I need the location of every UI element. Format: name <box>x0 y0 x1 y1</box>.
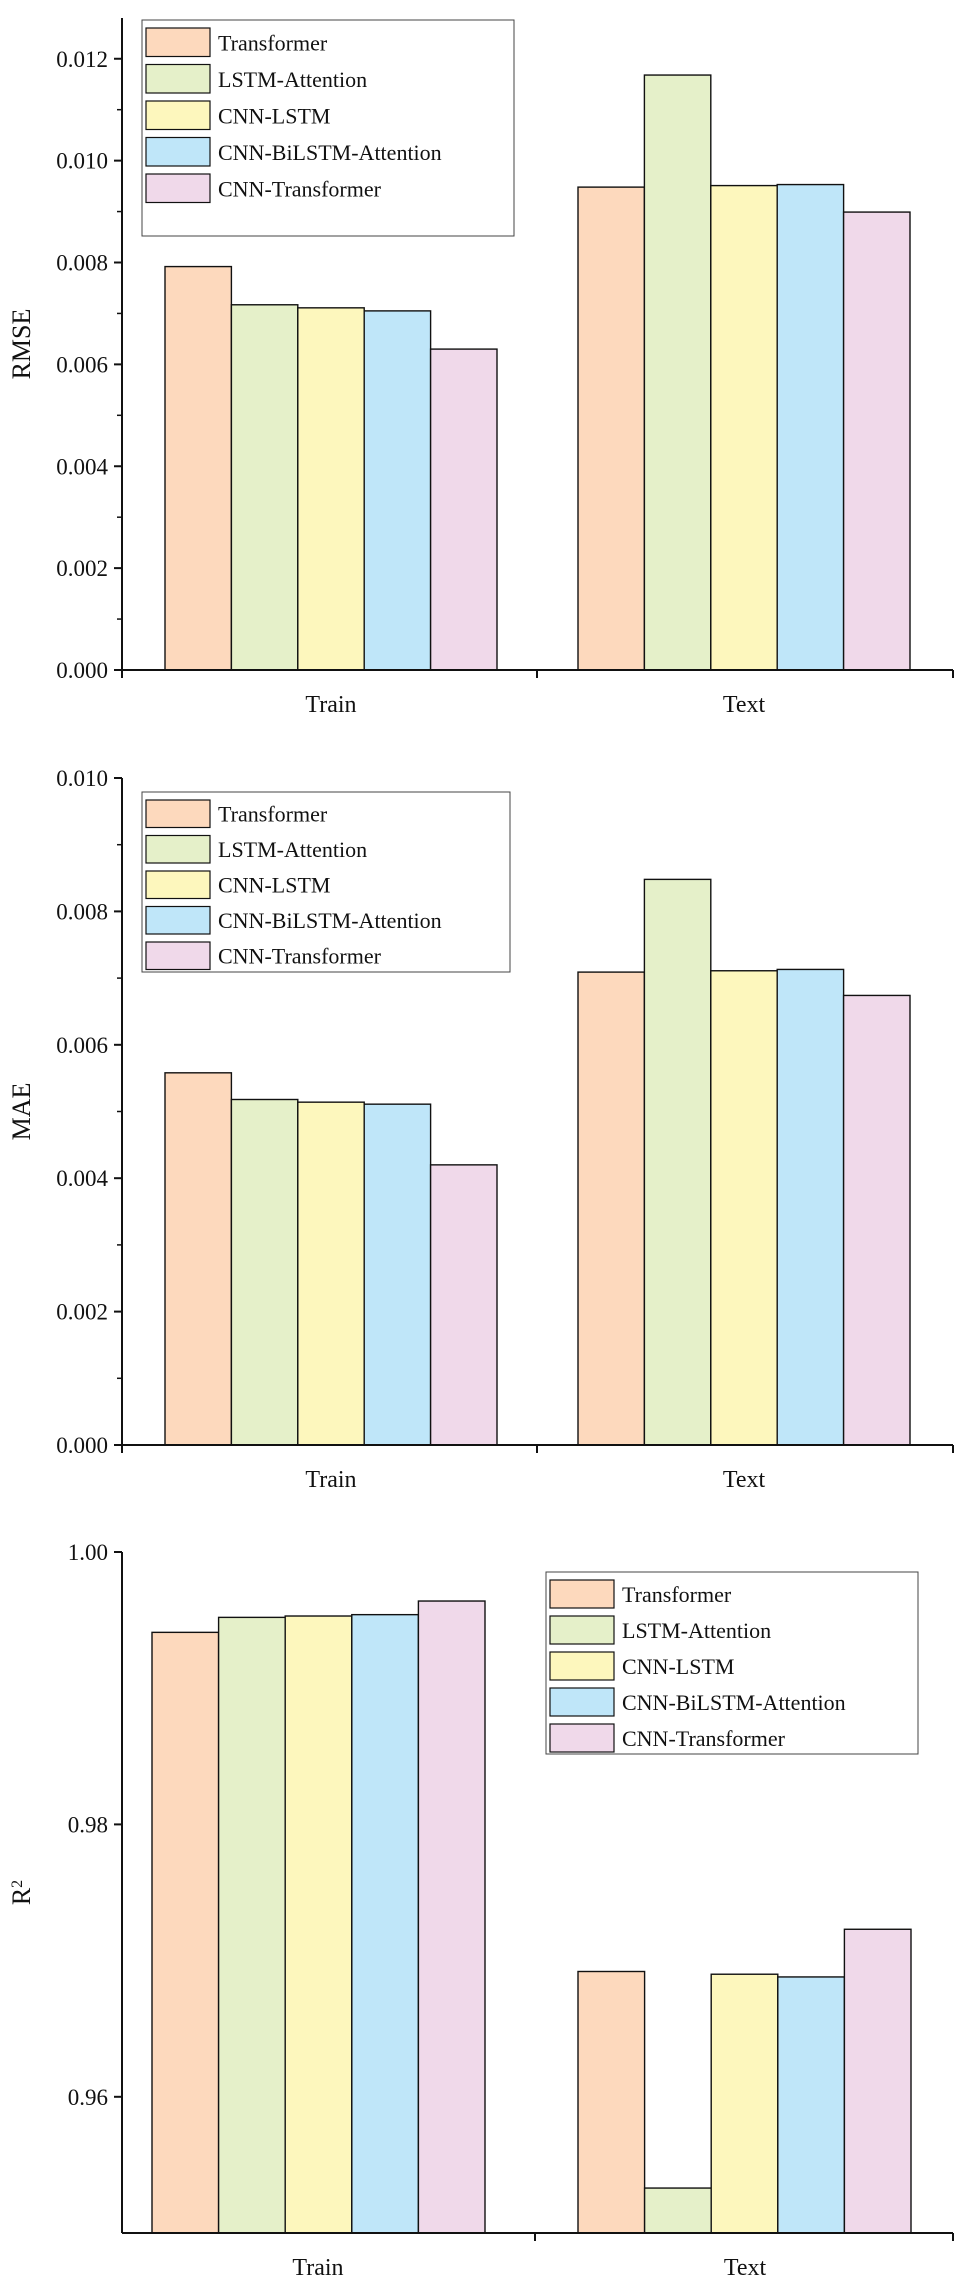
legend-label: LSTM-Attention <box>218 837 367 862</box>
bar-transformer-train <box>164 265 233 671</box>
y-tick-label: 0.010 <box>56 149 108 174</box>
legend-swatch <box>145 870 211 900</box>
y-tick-label: 0.96 <box>68 2085 108 2110</box>
legend-swatch <box>145 173 211 204</box>
bar-cnn-transformer-train <box>417 1600 486 2234</box>
y-tick-label: 0.010 <box>56 766 108 791</box>
bar-transformer-train <box>164 1072 233 1446</box>
legend: Transformer LSTM-Attention CNN-LSTM CNN-BiL… <box>141 19 515 237</box>
legend-label: CNN-BiLSTM-Attention <box>218 908 442 933</box>
bar-cnn-lstm-train <box>297 307 365 671</box>
y-axis-title: R2 <box>7 1880 36 1905</box>
bar-cnn-bilstm-attention-text <box>776 183 845 671</box>
bar-cnn-lstm-train <box>297 1101 365 1446</box>
bar-lstm-attention-train <box>230 304 299 671</box>
legend-swatch <box>549 1615 615 1645</box>
legend-label: CNN-LSTM <box>218 104 330 129</box>
bar-lstm-attention-text <box>643 74 712 671</box>
bar-cnn-bilstm-attention-text <box>776 968 845 1446</box>
legend-swatch <box>549 1687 615 1717</box>
y-tick-label: 0.002 <box>56 556 108 581</box>
legend-label: CNN-Transformer <box>218 177 382 202</box>
legend-swatch <box>549 1723 615 1753</box>
x-tick-label: Text <box>724 2255 767 2277</box>
legend-label: CNN-Transformer <box>622 1726 786 1751</box>
bar-cnn-transformer-train <box>429 348 498 671</box>
chart-panel-3: 0.96 0.98 1.00 Train Text R2 Transformer LSTM-A… <box>7 1540 954 2277</box>
y-tick-label: 0.006 <box>56 352 108 377</box>
bar-cnn-lstm-train <box>284 1615 353 2234</box>
legend-swatch <box>549 1579 615 1609</box>
bar-cnn-lstm-text <box>710 184 778 671</box>
y-tick-label: 1.00 <box>68 1540 108 1565</box>
bar-lstm-attention-text <box>643 2187 712 2234</box>
legend: Transformer LSTM-Attention CNN-LSTM CNN-BiL… <box>141 791 511 973</box>
legend-label: CNN-LSTM <box>622 1654 734 1679</box>
legend-swatch <box>145 834 211 864</box>
legend: Transformer LSTM-Attention CNN-LSTM CNN-BiL… <box>545 1571 919 1755</box>
bar-cnn-bilstm-attention-train <box>363 310 432 671</box>
legend-label: CNN-Transformer <box>218 944 382 969</box>
bar-transformer-text <box>577 1970 646 2234</box>
y-tick-label: 0.006 <box>56 1033 108 1058</box>
bar-cnn-bilstm-attention-train <box>363 1103 432 1446</box>
x-tick-label: Train <box>305 692 356 718</box>
y-tick-label: 0.008 <box>56 251 108 276</box>
bar-cnn-transformer-text <box>843 1928 912 2234</box>
y-tick-label: 0.002 <box>56 1300 108 1325</box>
legend-label: CNN-BiLSTM-Attention <box>218 140 442 165</box>
legend-label: LSTM-Attention <box>218 67 367 92</box>
x-tick-label: Text <box>723 692 766 718</box>
y-tick-label: 0.000 <box>56 658 108 683</box>
bar-cnn-transformer-train <box>429 1164 498 1446</box>
chart-panel-2: 0.000 0.002 0.004 0.006 0.008 0.010 Train Text M… <box>7 766 954 1493</box>
legend-swatch <box>145 27 211 58</box>
bar-cnn-lstm-text <box>710 1973 779 2234</box>
legend-swatch <box>145 63 211 94</box>
legend-swatch <box>549 1651 615 1681</box>
y-tick-label: 0.004 <box>56 454 108 479</box>
x-tick-label: Train <box>292 2255 343 2277</box>
legend-label: CNN-BiLSTM-Attention <box>622 1690 846 1715</box>
bar-cnn-bilstm-attention-text <box>777 1976 846 2234</box>
legend-swatch <box>145 100 211 131</box>
y-tick-label: 0.008 <box>56 899 108 924</box>
legend-swatch <box>145 941 211 971</box>
bar-cnn-bilstm-attention-train <box>351 1613 420 2234</box>
x-tick-label: Train <box>305 1467 356 1493</box>
y-axis-title: MAE <box>7 1083 36 1141</box>
chart-panel-1: 0.000 0.002 0.004 0.006 0.008 0.010 0.012 Train… <box>7 18 954 718</box>
bar-cnn-transformer-text <box>842 994 911 1446</box>
x-tick-label: Text <box>723 1467 766 1493</box>
legend-swatch <box>145 799 211 829</box>
y-axis-title: RMSE <box>7 309 36 380</box>
bar-cnn-lstm-text <box>710 970 778 1446</box>
bar-lstm-attention-text <box>643 878 712 1446</box>
legend-label: LSTM-Attention <box>622 1618 771 1643</box>
y-axis-title-superscript: 2 <box>9 1880 26 1888</box>
bar-lstm-attention-train <box>230 1098 299 1446</box>
y-tick-label: 0.012 <box>56 47 108 72</box>
legend-label: Transformer <box>218 31 328 56</box>
bar-transformer-text <box>577 971 646 1446</box>
legend-swatch <box>145 136 211 167</box>
y-tick-label: 0.004 <box>56 1166 108 1191</box>
y-tick-label: 0.98 <box>68 1812 108 1837</box>
legend-label: Transformer <box>622 1582 732 1607</box>
legend-label: CNN-LSTM <box>218 873 330 898</box>
bar-transformer-train <box>151 1631 220 2234</box>
bar-lstm-attention-train <box>217 1616 286 2234</box>
legend-swatch <box>145 905 211 935</box>
bar-transformer-text <box>577 186 646 671</box>
bar-cnn-transformer-text <box>842 211 911 671</box>
legend-label: Transformer <box>218 802 328 827</box>
y-tick-label: 0.000 <box>56 1433 108 1458</box>
